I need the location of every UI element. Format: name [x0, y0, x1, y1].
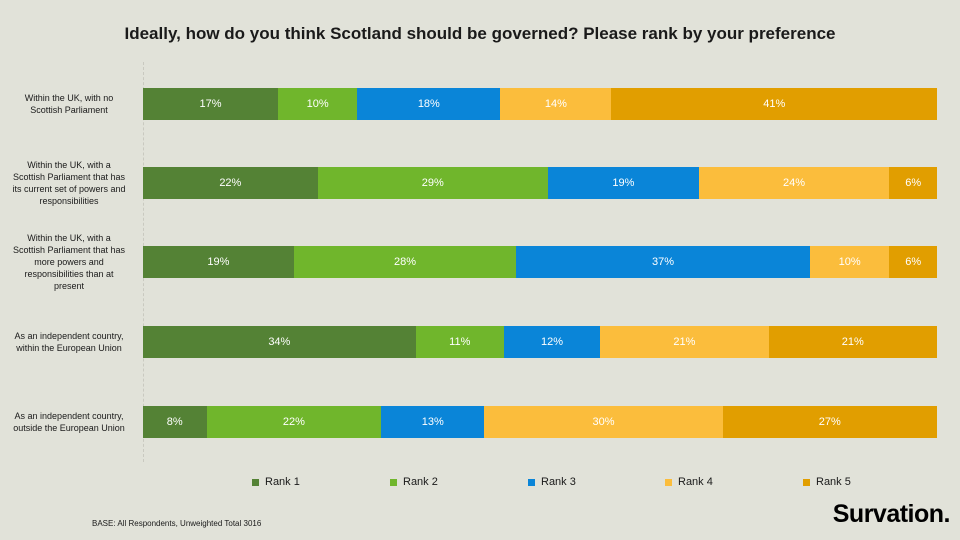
- category-label: As an independent country, outside the Eu…: [13, 411, 125, 433]
- data-label: 10%: [838, 256, 861, 268]
- bar-segment: 13%: [381, 406, 485, 438]
- data-label: 18%: [417, 98, 440, 110]
- bar-segment: 27%: [722, 406, 937, 438]
- bar-segment: 10%: [809, 246, 890, 278]
- legend-swatch: [665, 478, 672, 486]
- data-label: 24%: [783, 177, 806, 189]
- bar-segment: 19%: [143, 246, 294, 278]
- data-label: 41%: [763, 98, 786, 110]
- bar-segment: 22%: [143, 167, 318, 199]
- base-note: BASE: All Respondents, Unweighted Total …: [92, 519, 262, 528]
- legend-item: Rank 2: [390, 476, 438, 488]
- bar-segment: 19%: [547, 167, 699, 199]
- legend-swatch: [390, 478, 397, 486]
- bar-segment: 41%: [611, 88, 937, 120]
- bar-segment: 24%: [698, 167, 890, 199]
- legend-label: Rank 1: [265, 476, 300, 488]
- data-label: 19%: [207, 256, 230, 268]
- bar-row: 22% 29% 19% 24% 6%: [143, 167, 937, 199]
- legend-swatch: [803, 478, 810, 486]
- legend-label: Rank 3: [541, 476, 576, 488]
- bar-segment: 12%: [503, 326, 601, 358]
- bar-row: 19% 28% 37% 10% 6%: [143, 246, 937, 278]
- data-label: 10%: [306, 98, 329, 110]
- category-label: Within the UK, with a Scottish Parliament…: [12, 160, 126, 206]
- data-label: 27%: [818, 416, 841, 428]
- bar-segment: 6%: [889, 167, 937, 199]
- bar-segment: 21%: [600, 326, 769, 358]
- bar-segment: 37%: [516, 246, 810, 278]
- data-label: 14%: [544, 98, 567, 110]
- legend-item: Rank 3: [528, 476, 576, 488]
- data-label: 28%: [394, 256, 417, 268]
- bar-segment: 8%: [143, 406, 207, 438]
- data-label: 12%: [541, 336, 564, 348]
- legend-item: Rank 1: [252, 476, 300, 488]
- legend-label: Rank 2: [403, 476, 438, 488]
- bar-segment: 22%: [206, 406, 382, 438]
- category-label: As an independent country, within the Eur…: [14, 331, 124, 353]
- data-label: 22%: [282, 416, 305, 428]
- bar-segment: 18%: [357, 88, 501, 120]
- data-label: 6%: [905, 177, 922, 189]
- brand-logo: Survation.: [832, 500, 951, 528]
- bar-segment: 29%: [317, 167, 548, 199]
- data-label: 17%: [199, 98, 222, 110]
- bar-segment: 28%: [293, 246, 517, 278]
- data-label: 13%: [421, 416, 444, 428]
- data-label: 29%: [421, 177, 444, 189]
- bar-row: 34% 11% 12% 21% 21%: [143, 326, 937, 358]
- bar-row: 8% 22% 13% 30% 27%: [143, 406, 937, 438]
- bar-segment: 34%: [143, 326, 416, 358]
- data-label: 19%: [612, 177, 635, 189]
- data-label: 11%: [449, 336, 471, 348]
- data-label: 6%: [905, 256, 922, 268]
- data-label: 8%: [166, 416, 183, 428]
- data-label: 21%: [673, 336, 696, 348]
- bar-segment: 21%: [768, 326, 937, 358]
- data-label: 34%: [268, 336, 291, 348]
- bar-row: 17% 10% 18% 14% 41%: [143, 88, 937, 120]
- bar-segment: 14%: [500, 88, 612, 120]
- category-label: Within the UK, with no Scottish Parliamen…: [24, 93, 114, 115]
- legend-label: Rank 5: [816, 476, 851, 488]
- bar-segment: 10%: [277, 88, 358, 120]
- legend-item: Rank 5: [803, 476, 851, 488]
- bar-segment: 17%: [143, 88, 278, 120]
- legend-swatch: [252, 478, 259, 486]
- bar-segment: 30%: [484, 406, 723, 438]
- legend-item: Rank 4: [665, 476, 713, 488]
- data-label: 30%: [592, 416, 615, 428]
- category-label: Within the UK, with a Scottish Parliament…: [12, 233, 126, 291]
- data-label: 21%: [841, 336, 864, 348]
- bar-segment: 6%: [889, 246, 937, 278]
- chart-title: Ideally, how do you think Scotland shoul…: [124, 24, 836, 43]
- legend-label: Rank 4: [678, 476, 713, 488]
- data-label: 37%: [652, 256, 675, 268]
- legend-swatch: [528, 478, 535, 486]
- bar-segment: 11%: [415, 326, 504, 358]
- data-label: 22%: [219, 177, 242, 189]
